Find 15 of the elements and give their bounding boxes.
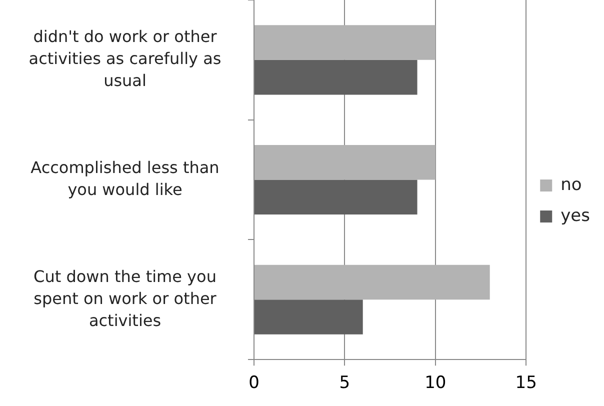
x-tick-label: 10	[424, 373, 446, 394]
bar	[254, 25, 436, 60]
bar	[254, 145, 436, 180]
x-tick-label: 15	[515, 373, 537, 394]
x-tick-label: 5	[339, 373, 350, 394]
x-tick-label: 0	[248, 373, 260, 394]
y-tick-label: Accomplished less than you would like	[30, 158, 220, 199]
legend-label: no	[560, 174, 582, 195]
bar	[254, 180, 418, 215]
bar	[254, 300, 363, 334]
y-tick-label: Cut down the time you spent on work or other activities	[34, 266, 217, 330]
legend-label: yes	[560, 206, 590, 226]
bar	[254, 60, 418, 95]
y-tick-label: didn't do work or other activities as carefully as usual	[28, 27, 222, 90]
bar	[254, 264, 490, 300]
